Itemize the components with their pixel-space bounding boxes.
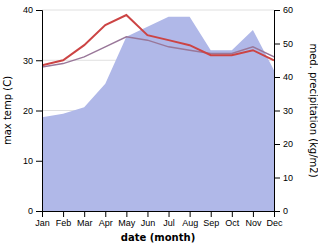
tick-mark [105, 211, 106, 217]
y2-axis: 0 10 20 30 40 50 60 [274, 5, 293, 216]
tick-label: Nov [245, 218, 262, 228]
tick-label: 20 [23, 106, 33, 116]
marks [42, 15, 274, 211]
tick-label: 0 [28, 206, 33, 216]
tick-label: Feb [56, 218, 72, 228]
tick-mark [84, 211, 85, 217]
tick-label: 30 [283, 106, 293, 116]
tick-label: 40 [23, 5, 33, 15]
tick-mark [274, 111, 280, 112]
tick: Feb [56, 211, 72, 228]
tick-label: May [118, 218, 136, 228]
tick-mark [274, 77, 280, 78]
tick-mark [190, 211, 191, 217]
tick: 10 [23, 156, 42, 166]
tick-label: 40 [283, 72, 293, 82]
tick: Nov [245, 211, 262, 228]
tick-label: 20 [283, 139, 293, 149]
tick-label: 10 [23, 156, 33, 166]
tick: Aug [182, 211, 198, 228]
tick: Dec [266, 211, 283, 228]
y-axis: 0 10 20 30 40 [23, 5, 43, 216]
tick: 50 [274, 39, 293, 49]
tick: May [118, 211, 136, 228]
tick-mark [36, 60, 42, 61]
tick: 30 [274, 106, 293, 116]
tick-mark [274, 178, 280, 179]
tick-mark [36, 111, 42, 112]
axis-domain [36, 11, 43, 212]
tick: 0 [274, 206, 288, 216]
tick: Jul [163, 211, 175, 228]
tick-label: Aug [182, 218, 198, 228]
tick: Jun [141, 211, 156, 228]
tick-mark [274, 44, 280, 45]
tick-mark [232, 211, 233, 217]
tick-mark [126, 211, 127, 217]
tick-mark [36, 161, 42, 162]
tick-label: Jan [35, 218, 50, 228]
tick-mark [211, 211, 212, 217]
tick-mark [274, 211, 280, 212]
tick-label: 10 [283, 173, 293, 183]
tick-mark [147, 211, 148, 217]
tick: 40 [274, 72, 293, 82]
tick-label: 60 [283, 5, 293, 15]
tick-label: Sep [203, 218, 219, 228]
tick-label: Jul [163, 218, 175, 228]
tick-mark [274, 10, 280, 11]
plot: JanFebMarAprMayJunJulAugSepOctNovDec0102… [23, 5, 293, 228]
tick: Sep [203, 211, 219, 228]
area [42, 17, 274, 211]
tick-label: Oct [225, 218, 240, 228]
tick-label: Apr [99, 218, 113, 228]
axis-domain [43, 212, 275, 218]
chart: JanFebMarAprMayJunJulAugSepOctNovDec0102… [0, 0, 318, 247]
axis-domain [275, 11, 281, 212]
tick-mark [169, 211, 170, 217]
tick: Mar [77, 211, 93, 228]
grid-line [42, 10, 274, 11]
tick-mark [36, 10, 42, 11]
tick-mark [63, 211, 64, 217]
tick: 40 [23, 5, 42, 15]
tick-label: 0 [283, 206, 288, 216]
tick-mark [253, 211, 254, 217]
tick-mark [36, 211, 42, 212]
grid [42, 10, 274, 211]
line [42, 15, 274, 65]
line [42, 37, 274, 67]
tick: 20 [23, 106, 42, 116]
tick: 60 [274, 5, 293, 15]
tick: Apr [99, 211, 113, 228]
tick-label: Mar [77, 218, 93, 228]
y2-axis-label: med. precipitation (kg/m2) [308, 43, 318, 177]
tick: 0 [28, 206, 42, 216]
tick-mark [274, 144, 280, 145]
y-axis-label: max temp (C) [2, 76, 13, 145]
tick-label: Jun [141, 218, 156, 228]
tick-label: Dec [266, 218, 283, 228]
tick: 10 [274, 173, 293, 183]
tick: 20 [274, 139, 293, 149]
tick: Jan [35, 211, 50, 228]
tick: Oct [225, 211, 240, 228]
tick-label: 50 [283, 39, 293, 49]
tick-label: 30 [23, 56, 33, 66]
x-axis-label: date (month) [121, 232, 195, 243]
tick: 30 [23, 56, 42, 66]
x-axis: Jan Feb Mar Apr May Jun Jul Aug Sep Oct Nov Dec [35, 211, 283, 228]
